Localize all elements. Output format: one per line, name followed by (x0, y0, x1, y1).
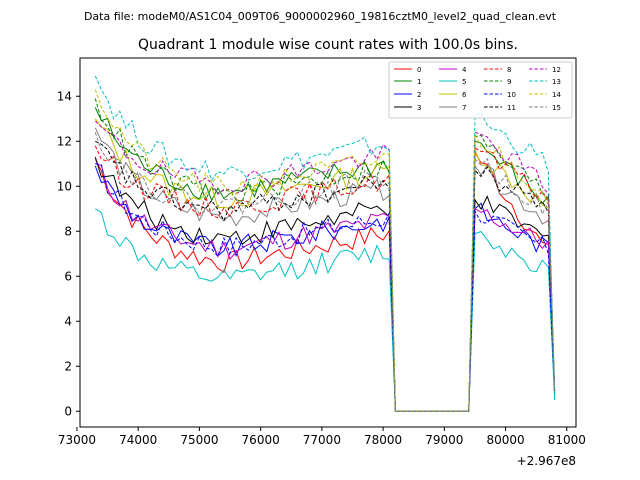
x-axis-ticks: 73000 74000 75000 76000 77000 78000 79000 80000… (58, 427, 586, 447)
y-tick-label: 4 (64, 314, 72, 328)
legend-label-1: 1 (417, 78, 421, 86)
legend-label-3: 3 (417, 104, 421, 112)
series-line-15 (94, 132, 556, 412)
plot-lines (94, 75, 556, 412)
y-tick-label: 2 (64, 359, 72, 373)
series-line-1 (94, 107, 556, 412)
legend-label-9: 9 (507, 78, 511, 86)
series-line-11 (95, 140, 556, 412)
y-tick-label: 8 (64, 224, 72, 238)
series-line-6 (94, 118, 556, 412)
legend-label-10: 10 (507, 91, 516, 99)
series-line-9 (94, 98, 556, 412)
series-line-12 (94, 120, 556, 412)
x-tick-label: 79000 (425, 433, 463, 447)
x-tick-label: 76000 (242, 433, 280, 447)
series-line-5 (95, 208, 556, 412)
y-axis-ticks: 0 2 4 6 8 10 12 14 (57, 89, 80, 418)
x-tick-label: 78000 (364, 433, 402, 447)
x-tick-label: 81000 (548, 433, 586, 447)
series-line-2 (94, 165, 556, 412)
axes-frame (79, 57, 577, 428)
y-tick-label: 0 (64, 404, 72, 418)
series-line-3 (94, 156, 556, 412)
legend-label-14: 14 (552, 91, 561, 99)
series-line-13 (94, 75, 556, 412)
series-line-7 (94, 127, 556, 412)
legend-label-5: 5 (462, 78, 466, 86)
legend-label-2: 2 (417, 91, 421, 99)
chart-title: Quadrant 1 module wise count rates with … (138, 37, 518, 53)
series-line-10 (95, 163, 556, 412)
legend-label-8: 8 (507, 66, 511, 74)
y-tick-label: 14 (57, 89, 72, 103)
series-line-14 (94, 89, 556, 412)
x-tick-label: 73000 (58, 433, 96, 447)
legend-box (388, 61, 573, 119)
data-file-label: Data file: modeM0/AS1C04_009T06_90000029… (84, 10, 557, 23)
legend-label-6: 6 (462, 91, 467, 99)
y-tick-label: 10 (57, 179, 72, 193)
series-line-4 (95, 163, 556, 412)
legend-label-12: 12 (552, 66, 561, 74)
legend-label-15: 15 (552, 104, 561, 112)
series-line-8 (94, 145, 556, 412)
x-tick-label: 74000 (119, 433, 157, 447)
legend-label-0: 0 (417, 66, 421, 74)
legend-label-11: 11 (507, 104, 516, 112)
x-offset-label: +2.967e8 (517, 454, 576, 468)
y-tick-label: 12 (57, 134, 72, 148)
x-tick-label: 77000 (303, 433, 341, 447)
legend-label-13: 13 (552, 78, 561, 86)
x-tick-label: 80000 (486, 433, 524, 447)
legend-label-4: 4 (462, 66, 467, 74)
y-tick-label: 6 (64, 269, 72, 283)
x-tick-label: 75000 (180, 433, 218, 447)
legend-label-7: 7 (462, 104, 466, 112)
